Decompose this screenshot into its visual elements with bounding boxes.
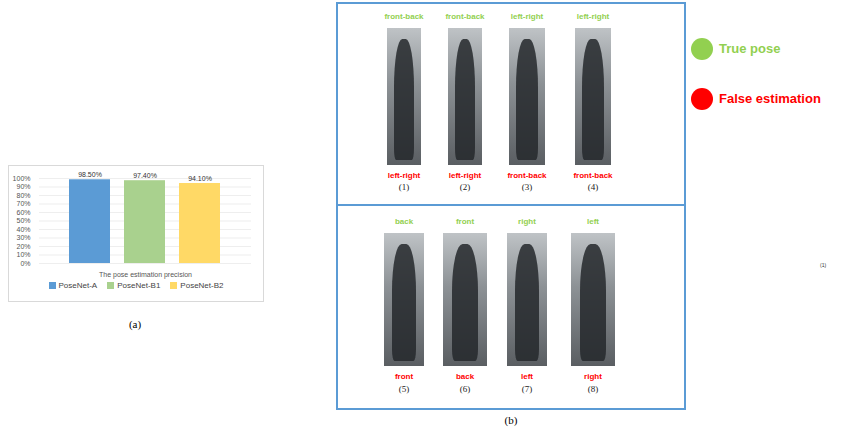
html-text:back: back (394, 217, 414, 226)
html-text:front-back: front-back (507, 171, 547, 180)
svg-text:80%: 80% (16, 192, 30, 199)
svg-text:94.10%: 94.10% (188, 175, 212, 182)
html-text:back: back (455, 372, 475, 381)
html-text:right: right (518, 217, 536, 226)
svg-text:0%: 0% (20, 260, 30, 267)
html-text:(a): (a) (128, 318, 142, 330)
html-text:front-back: front-back (573, 171, 613, 180)
svg-text:40%: 40% (16, 226, 30, 233)
html-text:True pose: True pose (719, 41, 781, 56)
svg-text:60%: 60% (16, 209, 30, 216)
html-text:False estimation: False estimation (719, 91, 821, 106)
svg-text:100%: 100% (13, 175, 31, 182)
html-text:left: left (521, 372, 533, 381)
html-text:PoseNet-B2: PoseNet-B2 (180, 281, 224, 290)
svg-text:10%: 10% (16, 251, 30, 258)
html-text:(7): (7) (521, 384, 533, 394)
svg-text:30%: 30% (16, 234, 30, 241)
svg-text:97.40%: 97.40% (133, 172, 157, 179)
html-text:front-back: front-back (445, 12, 485, 21)
html-text:left-right: left-right (387, 171, 421, 180)
svg-text:20%: 20% (16, 243, 30, 250)
svg-text:70%: 70% (16, 200, 30, 207)
html-text:front-back: front-back (384, 12, 424, 21)
svg-text:98.50%: 98.50% (78, 171, 102, 178)
html-text:(4): (4) (587, 182, 599, 192)
html-text:(2): (2) (459, 182, 471, 192)
html-text:(3): (3) (521, 182, 533, 192)
html-text:PoseNet-A: PoseNet-A (58, 281, 98, 290)
html-text:left: left (587, 217, 599, 226)
html-text:right: right (584, 372, 602, 381)
html-text:left-right: left-right (448, 171, 482, 180)
html-text:left-right: left-right (510, 12, 544, 21)
html-text:front: front (394, 372, 414, 381)
html-text:(b): (b) (504, 414, 518, 426)
html-text:front: front (455, 217, 475, 226)
html-text:(5): (5) (398, 384, 410, 394)
html-text:(1): (1) (820, 262, 827, 268)
html-text:left-right: left-right (576, 12, 610, 21)
svg-text:90%: 90% (16, 183, 30, 190)
html-text:PoseNet-B1: PoseNet-B1 (117, 281, 161, 290)
svg-text:50%: 50% (16, 217, 30, 224)
html-text:(1): (1) (398, 182, 410, 192)
svg-text:The pose estimation precision: The pose estimation precision (99, 271, 192, 279)
html-text:(6): (6) (459, 384, 471, 394)
html-text:(8): (8) (587, 384, 599, 394)
